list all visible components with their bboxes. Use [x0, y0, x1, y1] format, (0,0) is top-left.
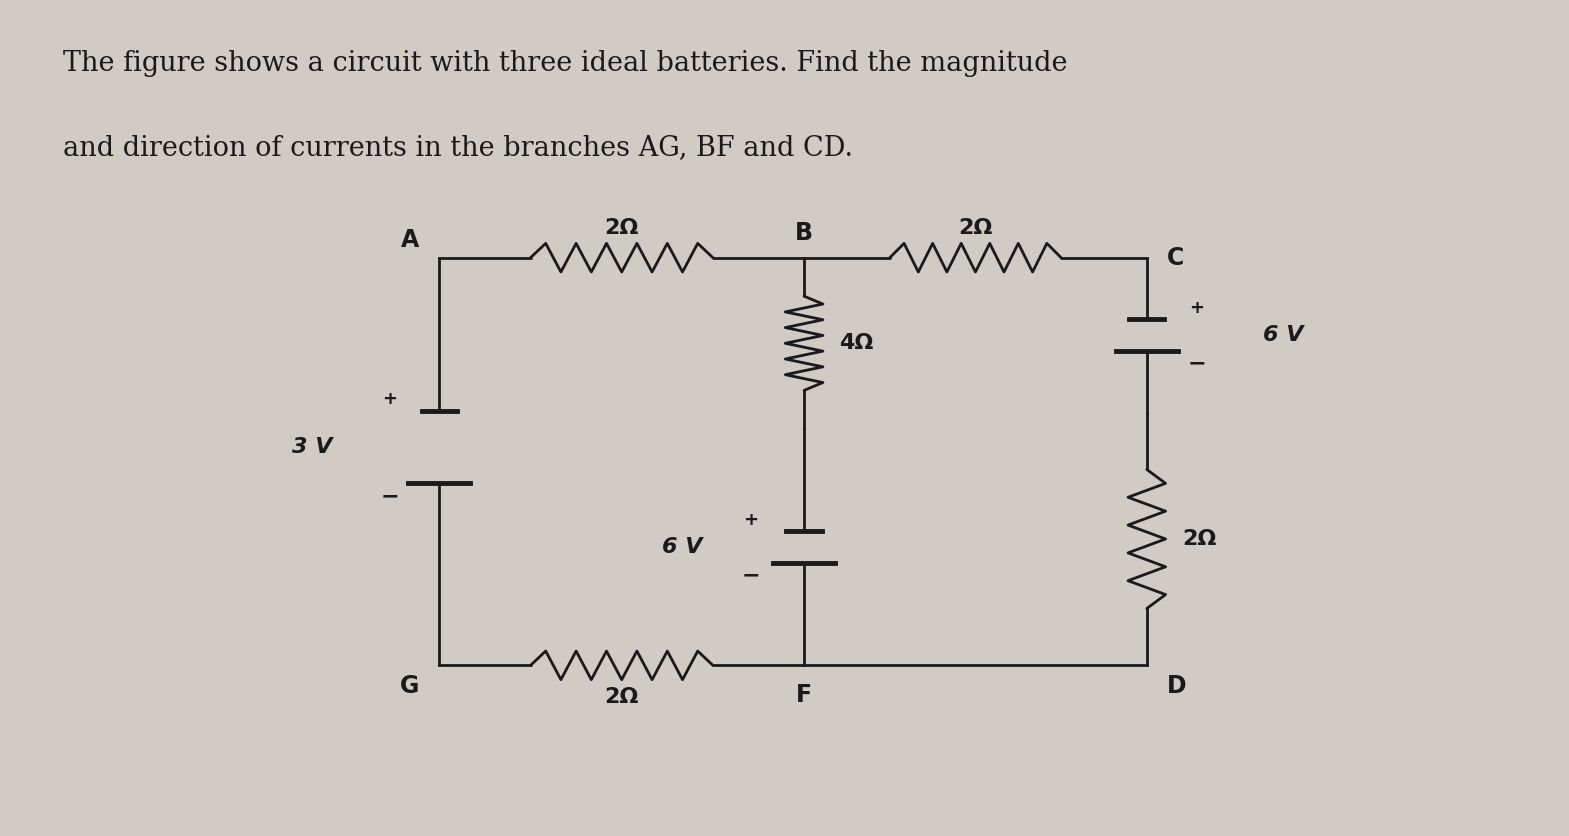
Text: F: F [795, 683, 813, 707]
Text: B: B [795, 221, 813, 245]
Text: +: + [1189, 299, 1203, 317]
Text: G: G [400, 674, 419, 698]
Text: C: C [1167, 246, 1185, 270]
Text: The figure shows a circuit with three ideal batteries. Find the magnitude: The figure shows a circuit with three id… [63, 50, 1067, 77]
Text: 6 V: 6 V [662, 538, 703, 557]
Text: 2Ω: 2Ω [959, 217, 993, 237]
Text: 2Ω: 2Ω [604, 687, 639, 706]
Text: 4Ω: 4Ω [839, 334, 874, 354]
Text: D: D [1167, 674, 1186, 698]
Text: +: + [383, 390, 397, 408]
Text: A: A [402, 228, 419, 252]
Text: and direction of currents in the branches AG, BF and CD.: and direction of currents in the branche… [63, 134, 854, 161]
Text: 2Ω: 2Ω [1181, 529, 1216, 549]
Text: 6 V: 6 V [1263, 325, 1304, 345]
Text: −: − [1188, 353, 1207, 373]
Text: 2Ω: 2Ω [604, 217, 639, 237]
Text: 3 V: 3 V [292, 437, 333, 457]
Text: −: − [742, 565, 761, 585]
Text: −: − [380, 487, 399, 507]
Text: +: + [744, 512, 758, 529]
